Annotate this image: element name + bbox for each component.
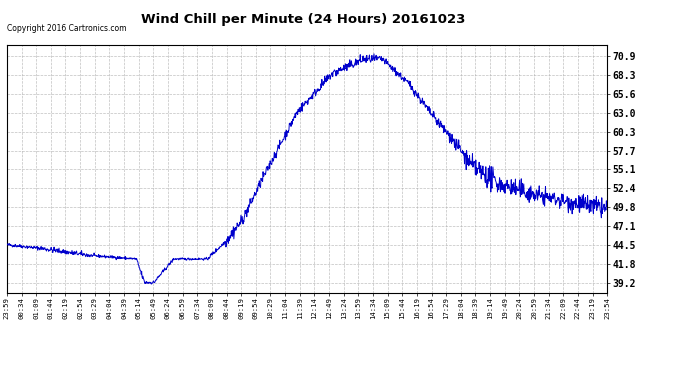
Text: Wind Chill per Minute (24 Hours) 20161023: Wind Chill per Minute (24 Hours) 2016102…: [141, 13, 466, 26]
Text: Copyright 2016 Cartronics.com: Copyright 2016 Cartronics.com: [7, 24, 126, 33]
Text: Temperature  (°F): Temperature (°F): [518, 31, 607, 40]
